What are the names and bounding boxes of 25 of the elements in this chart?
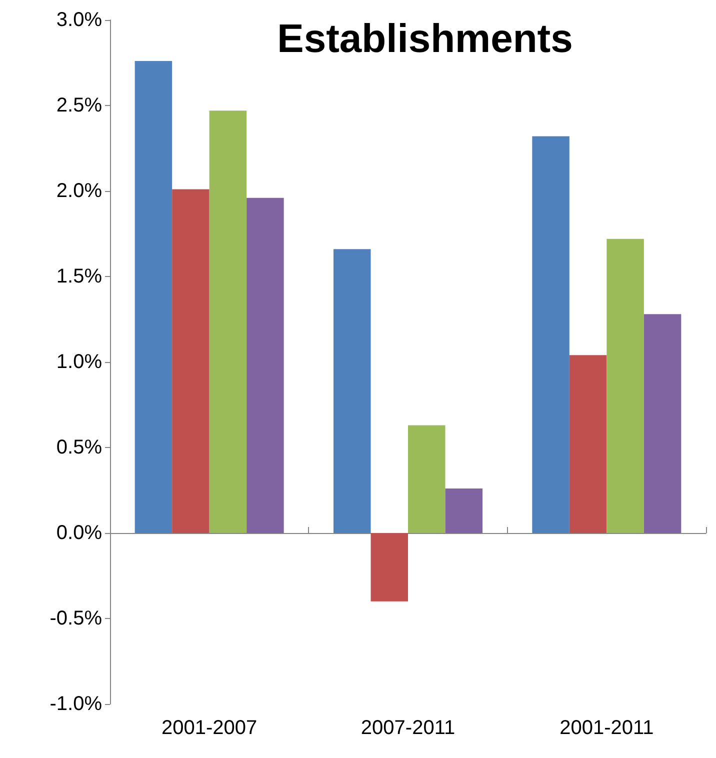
bar bbox=[134, 61, 172, 533]
bar bbox=[370, 533, 408, 602]
y-tick-label: 1.5% bbox=[56, 266, 102, 288]
bar bbox=[408, 425, 446, 533]
bar bbox=[532, 136, 570, 533]
y-tick-label: 1.0% bbox=[56, 351, 102, 373]
bar bbox=[569, 355, 607, 533]
bar bbox=[209, 110, 247, 533]
bar bbox=[445, 488, 482, 533]
x-tick-label: 2001-2011 bbox=[560, 717, 654, 739]
y-tick-label: -1.0% bbox=[50, 693, 102, 715]
chart-title: Establishments bbox=[277, 17, 573, 61]
bar bbox=[334, 249, 371, 533]
bar bbox=[246, 198, 284, 533]
x-tick-label: 2001-2007 bbox=[162, 717, 258, 739]
y-tick-label: 2.5% bbox=[56, 94, 102, 116]
bar bbox=[606, 238, 644, 533]
bar bbox=[172, 189, 210, 533]
y-tick-label: -0.5% bbox=[50, 608, 102, 630]
x-tick-label: 2007-2011 bbox=[360, 717, 456, 739]
bar bbox=[644, 314, 682, 533]
y-tick-label: 0.5% bbox=[56, 436, 102, 458]
y-tick-label: 2.0% bbox=[56, 180, 102, 202]
y-tick-label: 3.0% bbox=[56, 9, 102, 31]
y-tick-label: 0.0% bbox=[56, 522, 102, 544]
